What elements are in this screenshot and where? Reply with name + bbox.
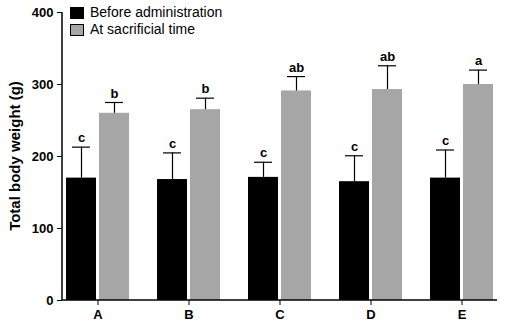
svg-text:E: E [458,307,467,322]
svg-text:c: c [169,136,176,151]
svg-text:ab: ab [289,60,304,75]
svg-text:0: 0 [46,293,53,308]
svg-text:300: 300 [32,77,54,92]
svg-text:b: b [111,86,119,101]
html-text:Before administration: Before administration [90,4,223,20]
svg-text:Total body weight (g): Total body weight (g) [6,81,23,231]
svg-text:a: a [475,53,483,68]
svg-text:200: 200 [32,149,54,164]
svg-text:C: C [275,307,285,322]
svg-text:b: b [202,81,210,96]
svg-text:B: B [184,307,193,322]
svg-text:D: D [366,307,375,322]
svg-text:c: c [260,145,267,160]
svg-text:ab: ab [380,49,395,64]
svg-text:c: c [351,139,358,154]
svg-text:400: 400 [32,5,54,20]
svg-text:c: c [442,133,449,148]
svg-text:c: c [78,130,85,145]
html-text:At sacrificial time: At sacrificial time [90,21,195,37]
svg-text:A: A [93,307,103,322]
svg-text:100: 100 [32,221,54,236]
